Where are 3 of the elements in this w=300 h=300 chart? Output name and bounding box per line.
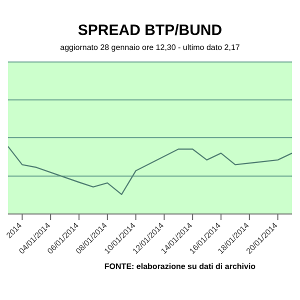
- source-note: FONTE: elaborazione su dati di archivio: [103, 262, 257, 271]
- chart-title: SPREAD BTP/BUND: [76, 21, 224, 39]
- chart-subtitle: aggiornato 28 gennaio ore 12,30 - ultimo dato 2,17: [59, 43, 241, 52]
